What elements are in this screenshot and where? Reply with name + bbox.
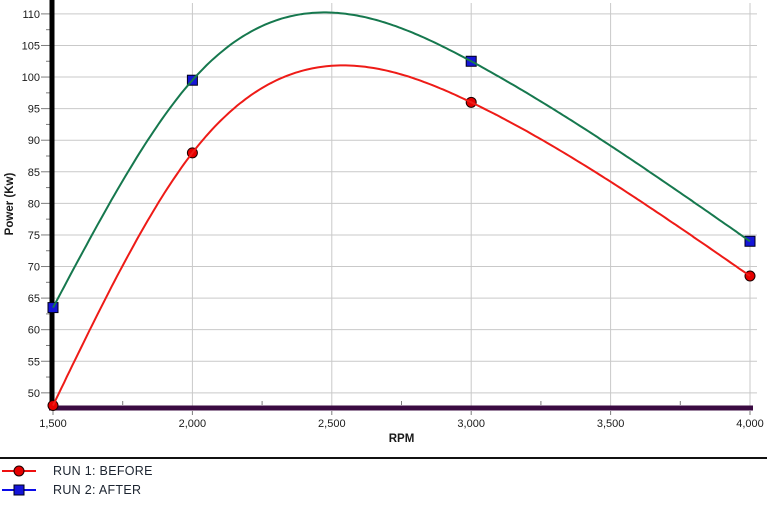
- y-tick-label: 70: [28, 262, 40, 274]
- x-tick-label: 4,000: [736, 418, 764, 430]
- run2-square-marker-icon: [2, 484, 36, 495]
- legend-item-run2-after[interactable]: RUN 2: AFTER: [0, 480, 767, 499]
- y-tick-label: 55: [28, 356, 40, 368]
- x-axis-title: RPM: [389, 433, 415, 445]
- x-tick-label: 3,000: [457, 418, 485, 430]
- y-tick-label: 110: [22, 9, 40, 21]
- y-tick-label: 75: [28, 230, 40, 242]
- legend-item-run1-before[interactable]: RUN 1: BEFORE: [0, 461, 767, 480]
- chart-legend: RUN 1: BEFORE RUN 2: AFTER: [0, 457, 767, 499]
- x-tick-label: 2,000: [179, 418, 207, 430]
- y-tick-label: 90: [28, 135, 40, 147]
- y-tick-label: 105: [22, 40, 40, 52]
- run1-curve: [52, 64, 751, 406]
- y-tick-label: 80: [28, 198, 40, 210]
- x-tick-label: 1,500: [39, 418, 67, 430]
- y-tick-label: 60: [28, 325, 40, 337]
- power-vs-rpm-plot: 110 105 100 95 90 85 80 75 70 65 60 55 50 1,500 2,000 2…: [4, 0, 764, 445]
- y-tick-label: 95: [28, 104, 40, 116]
- legend-label-run1: RUN 1: BEFORE: [53, 463, 153, 478]
- y-tick-label: 50: [28, 388, 40, 400]
- y-tick-label: 85: [28, 167, 40, 179]
- run1-circle-marker-icon: [2, 465, 36, 476]
- legend-label-run2: RUN 2: AFTER: [53, 482, 142, 497]
- x-tick-label: 3,500: [597, 418, 625, 430]
- y-tick-label: 65: [28, 293, 40, 305]
- run2-curve: [52, 11, 751, 309]
- y-axis-title: Power (Kw): [4, 173, 16, 236]
- x-tick-label: 2,500: [318, 418, 346, 430]
- y-tick-label: 100: [22, 72, 40, 84]
